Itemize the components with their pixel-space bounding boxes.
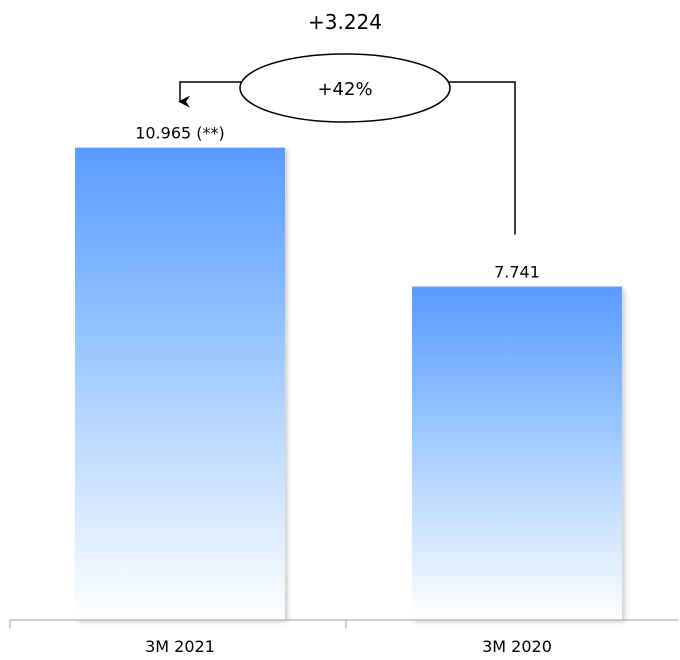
data-label-2: 7.741	[494, 263, 540, 282]
change-annotation: +3.224 +42%	[178, 10, 516, 235]
x-axis	[9, 619, 678, 628]
bar-2	[412, 286, 622, 620]
difference-label: +3.224	[308, 10, 382, 34]
bars-group	[75, 147, 622, 620]
category-label-1: 3M 2021	[145, 637, 215, 656]
connector-from-3m-2020	[448, 81, 516, 235]
data-label-1: 10.965 (**)	[135, 124, 225, 143]
category-label-2: 3M 2020	[482, 637, 552, 656]
percent-label: +42%	[317, 79, 372, 100]
labels-group: 10.965 (**) 3M 2021 7.741 3M 2020	[135, 124, 552, 656]
arrow-to-3m-2021	[178, 81, 242, 108]
bar-1	[75, 147, 285, 620]
percent-ellipse	[239, 53, 451, 123]
